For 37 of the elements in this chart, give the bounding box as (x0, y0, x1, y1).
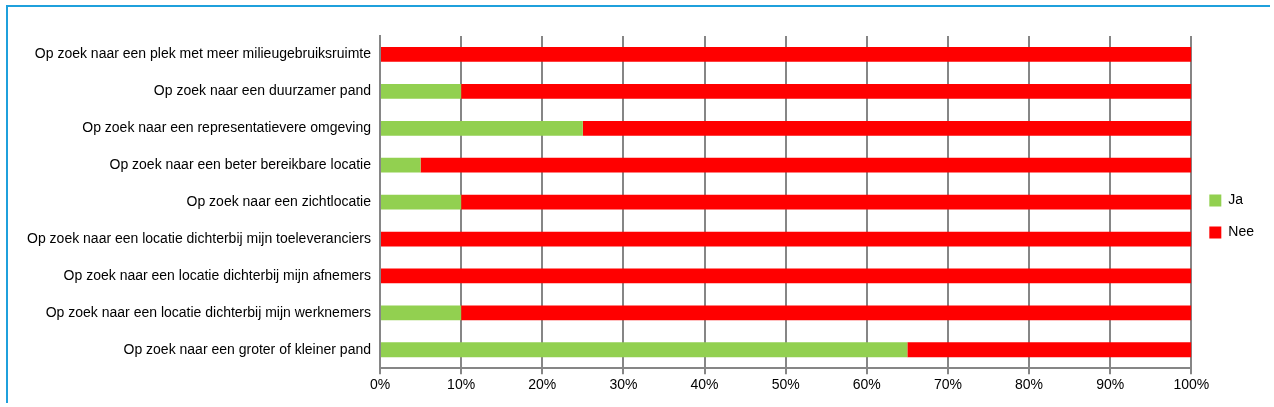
x-tick-label: 90% (1096, 376, 1125, 393)
bar (381, 83, 462, 99)
x-tick-label: 30% (609, 376, 638, 393)
y-tick-label: Op zoek naar een locatie dichterbij mijn afnemers (63, 266, 371, 283)
y-tick-label: Op zoek naar een locatie dichterbij mijn toeleveranciers (27, 229, 371, 246)
x-tick-label: 0% (369, 376, 391, 393)
bar (381, 342, 908, 358)
bar (381, 305, 462, 321)
bar (381, 47, 1192, 62)
y-tick-label: Op zoek naar een zichtlocatie (186, 192, 372, 209)
x-tick-label: 50% (771, 376, 800, 393)
x-tick-label: 70% (933, 376, 962, 393)
x-tick-label: 100% (1173, 376, 1210, 393)
bar (381, 194, 462, 210)
bar (461, 83, 1192, 99)
y-tick-label: Op zoek naar een locatie dichterbij mijn werknemers (45, 303, 371, 320)
bar (907, 342, 1192, 358)
y-tick-label: Op zoek naar een duurzamer pand (153, 82, 371, 99)
bar (461, 305, 1192, 321)
x-tick-label: 40% (690, 376, 719, 393)
bar (381, 231, 1192, 247)
bar (381, 157, 421, 173)
y-tick-label: Op zoek naar een beter bereikbare locatie (109, 156, 372, 173)
y-tick-label: Op zoek naar een groter of kleiner pand (123, 340, 371, 357)
x-tick-label: 60% (852, 376, 881, 393)
bar (381, 120, 583, 136)
x-tick-label: 10% (447, 376, 476, 393)
bar (381, 268, 1192, 284)
y-tick-label: Op zoek naar een representatievere omgeving (82, 119, 371, 136)
legend-label: Ja (1228, 191, 1244, 208)
x-tick-label: 20% (528, 376, 557, 393)
legend-label: Nee (1228, 223, 1255, 240)
bar (461, 194, 1192, 210)
bar (420, 157, 1192, 173)
y-tick-label: Op zoek naar een plek met meer milieugebruiksruimte (34, 45, 372, 62)
x-tick-label: 80% (1015, 376, 1044, 393)
bar (582, 120, 1192, 136)
